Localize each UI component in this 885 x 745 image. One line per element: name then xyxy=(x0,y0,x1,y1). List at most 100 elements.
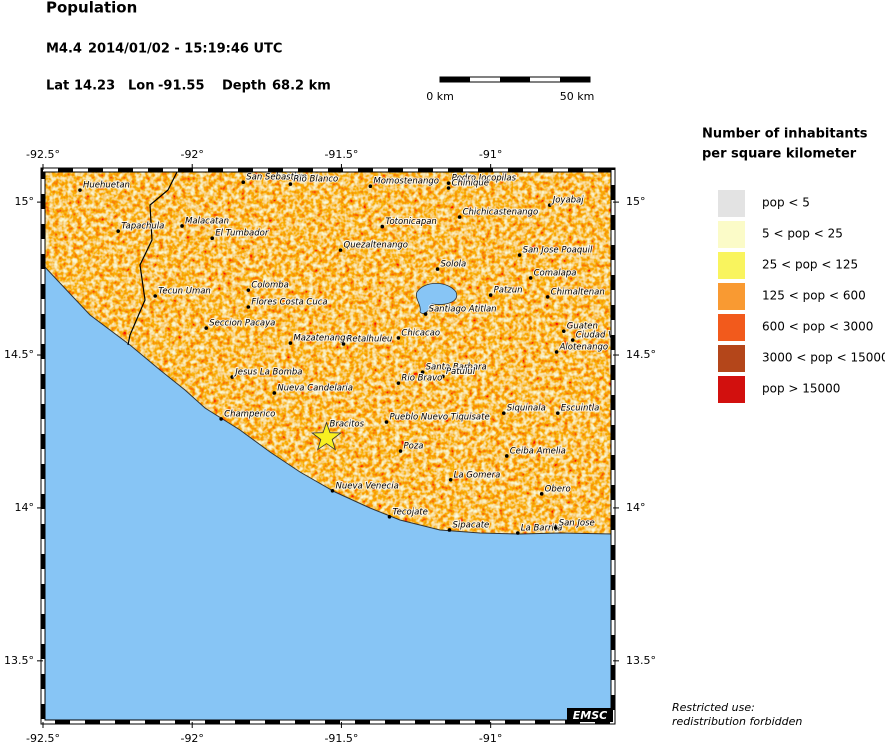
lon-label: Lon xyxy=(128,79,154,94)
datetime: 2014/01/02 - 15:19:46 UTC xyxy=(88,42,282,57)
scale-bar: 0 km 50 km xyxy=(426,76,594,103)
city-dot xyxy=(446,181,451,185)
city-label: Jesus La Bomba xyxy=(233,368,302,378)
lat-value: 14.23 xyxy=(74,79,115,94)
city-label: Pueblo Nuevo Tiquisate xyxy=(389,412,489,422)
city-label: Ceiba Amelia xyxy=(510,446,566,456)
legend-swatch xyxy=(718,283,745,310)
lat-tick-label: 14.5° xyxy=(626,348,656,361)
city-label: Solola xyxy=(441,260,467,270)
city-dot xyxy=(488,293,493,297)
city-dot xyxy=(380,224,385,229)
city-dot xyxy=(504,454,509,458)
city-dot xyxy=(78,188,82,192)
city-label: Escuintla xyxy=(561,404,600,414)
magnitude: M4.4 xyxy=(46,42,82,57)
lon-tick-label: -91° xyxy=(479,148,502,161)
city-dot xyxy=(570,338,575,342)
city-label: Joyabaj xyxy=(551,196,585,206)
lon-tick-label: -92° xyxy=(180,732,203,745)
lake-atitlan xyxy=(415,282,458,314)
city-dot xyxy=(288,182,293,186)
legend: Number of inhabitants per square kilomet… xyxy=(702,127,885,403)
city-dot xyxy=(441,374,445,379)
legend-swatch xyxy=(718,252,745,279)
city-label: Patzun xyxy=(494,286,523,296)
city-label: Alotenango xyxy=(559,342,609,352)
lat-tick-label: 13.5° xyxy=(4,654,34,667)
city-label: Retalhuleu xyxy=(347,335,393,345)
city-dot xyxy=(448,477,453,482)
city-dot xyxy=(241,180,246,185)
legend-label: 25 < pop < 125 xyxy=(762,258,858,272)
scale-start: 0 km xyxy=(426,90,454,103)
city-dot xyxy=(341,342,346,346)
city-dot xyxy=(272,391,277,395)
city-dot xyxy=(219,417,223,421)
lon-tick-label: -92.5° xyxy=(26,148,60,161)
city-label: Tecojate xyxy=(392,507,427,517)
legend-swatch xyxy=(718,345,745,372)
city-label: El Tumbador xyxy=(215,229,269,239)
city-label: La Barrita xyxy=(521,524,563,534)
city-label: Tecun Uman xyxy=(158,286,211,296)
legend-label: pop > 15000 xyxy=(762,382,840,396)
city-dot xyxy=(246,288,251,292)
city-label: Patulul xyxy=(446,367,476,377)
legend-swatch xyxy=(718,314,745,341)
legend-label: 3000 < pop < 15000 xyxy=(762,351,885,365)
city-dot xyxy=(384,420,389,424)
lat-tick-label: 15° xyxy=(15,195,35,208)
lat-label: Lat xyxy=(46,79,69,94)
city-dot xyxy=(398,449,403,453)
city-label: Ciudad V xyxy=(576,331,615,341)
city-label: Santiago Atitlan xyxy=(429,305,497,315)
city-label: Siquinala xyxy=(507,404,546,414)
city-dot xyxy=(387,514,392,519)
city-label: Santa Barbara xyxy=(426,363,487,373)
city-label: Colomba xyxy=(251,281,289,291)
footer-note: redistribution forbidden xyxy=(672,715,802,728)
city-label: Comalapa xyxy=(534,268,577,278)
lat-tick-label: 14° xyxy=(626,501,646,514)
legend-swatch xyxy=(718,376,745,403)
border xyxy=(127,170,179,346)
city-label: Huehuetan xyxy=(83,181,130,191)
depth-label: Depth xyxy=(222,79,266,94)
city-label: San Jose Poaquil xyxy=(523,246,593,256)
legend-label: 125 < pop < 600 xyxy=(762,289,866,303)
lon-tick-label: -91° xyxy=(479,732,502,745)
title: Population xyxy=(46,0,137,17)
credit-box xyxy=(567,708,613,722)
map: Huehuetan Tapachula Malacatan El Tumbador Sa… xyxy=(43,170,615,722)
city-label: Guaten xyxy=(567,322,598,332)
depth-value: 68.2 km xyxy=(272,79,331,94)
city-dot xyxy=(230,375,235,379)
scale-bar-segment xyxy=(500,77,530,82)
city-label: Tapachula xyxy=(121,222,164,232)
map-frame xyxy=(37,164,619,728)
city-label: Mazatenango xyxy=(293,334,350,344)
lon-tick-label: -91.5° xyxy=(324,148,358,161)
legend-title: per square kilometer xyxy=(702,147,857,162)
city-dot xyxy=(517,253,522,257)
city-label: Chimaltenan xyxy=(551,287,605,297)
city-label: Bracitos xyxy=(330,420,365,430)
city-dot xyxy=(457,215,462,219)
city-label: San Jose xyxy=(559,518,595,528)
city-dot xyxy=(204,326,209,330)
city-dot xyxy=(547,203,552,207)
city-dot xyxy=(555,411,560,415)
ocean xyxy=(43,264,613,722)
lat-tick-label: 14.5° xyxy=(4,348,34,361)
legend-label: 600 < pop < 3000 xyxy=(762,320,873,334)
legend-title: Number of inhabitants xyxy=(702,127,868,142)
city-dot xyxy=(180,224,184,228)
scale-bar-segment xyxy=(440,77,470,82)
city-label: Seccion Pacaya xyxy=(209,319,275,329)
city-dot xyxy=(435,267,440,271)
city-dot xyxy=(368,184,373,189)
city-label: Nueva Venecia xyxy=(335,481,398,491)
city-dot xyxy=(447,528,452,532)
city-label: Chinique xyxy=(452,179,489,189)
